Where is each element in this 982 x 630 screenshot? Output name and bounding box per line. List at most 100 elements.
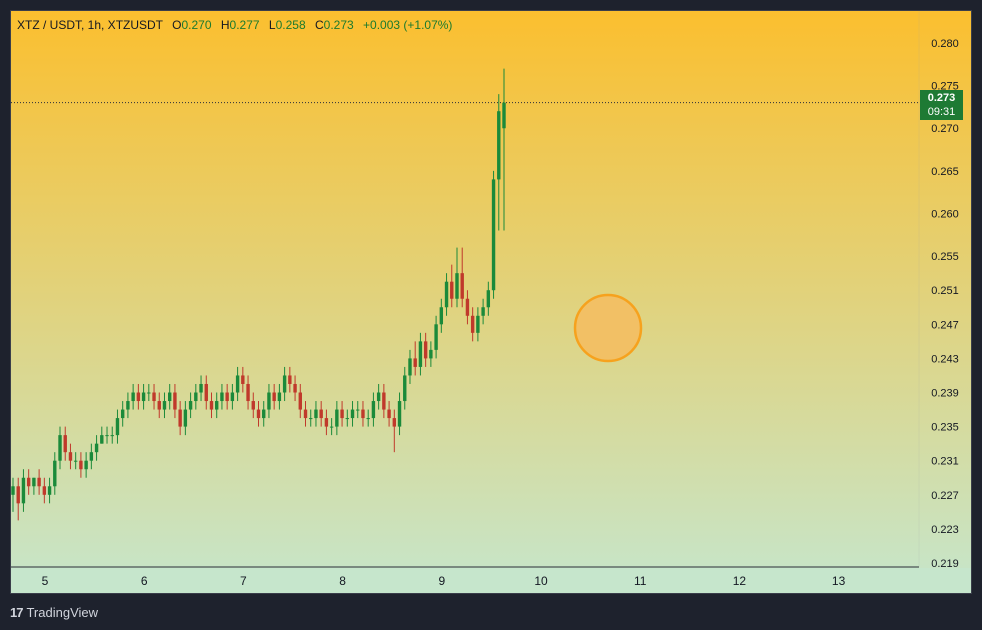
- candle: [267, 383, 271, 419]
- y-tick-label: 0.223: [931, 524, 959, 536]
- candle-body: [491, 179, 496, 291]
- candle-body: [47, 486, 52, 495]
- candle: [397, 392, 402, 436]
- candle: [345, 409, 349, 427]
- candle: [309, 409, 313, 427]
- last-price-value: 0.273: [927, 92, 956, 104]
- candle: [225, 383, 229, 410]
- candle-body: [356, 409, 360, 411]
- y-tick-label: 0.231: [931, 456, 959, 468]
- brand-name[interactable]: TradingView: [26, 604, 99, 620]
- candle-body: [408, 358, 412, 376]
- x-axis[interactable]: 5 6 7 8 9 10 11 12 13: [42, 574, 846, 588]
- candle: [58, 426, 62, 470]
- candle: [329, 418, 334, 436]
- x-tick-label: 5: [42, 574, 49, 588]
- x-tick-label: 7: [240, 574, 247, 588]
- candle-body: [465, 298, 470, 316]
- candle: [361, 401, 365, 427]
- candle: [413, 341, 417, 376]
- candle: [115, 409, 120, 444]
- candle-body: [79, 460, 83, 470]
- candle-body: [444, 281, 449, 308]
- candle: [465, 290, 470, 325]
- candle: [256, 401, 261, 427]
- candle-body: [115, 418, 120, 436]
- candle: [178, 401, 182, 436]
- x-tick-label: 13: [832, 574, 846, 588]
- high-label: H: [220, 18, 230, 32]
- candle: [460, 247, 464, 308]
- candle: [371, 392, 376, 427]
- low-label: L: [268, 18, 276, 32]
- candle: [350, 401, 355, 427]
- chart-panel[interactable]: 0.280 0.275 0.270 0.265 0.260 0.255 0.251 0.247…: [10, 10, 972, 594]
- candle-body: [173, 392, 177, 410]
- symbol-label[interactable]: XTZ / USDT, 1h, XTZUSDT: [17, 18, 163, 32]
- candle: [199, 375, 203, 402]
- candle: [204, 375, 208, 410]
- candle-body: [100, 435, 104, 444]
- candle-body: [423, 341, 428, 359]
- candle: [282, 366, 287, 402]
- candle: [147, 383, 151, 402]
- candle-body: [26, 477, 31, 487]
- candle: [11, 477, 15, 512]
- candle: [470, 307, 475, 342]
- x-tick-label: 10: [534, 574, 548, 588]
- candle: [157, 392, 161, 419]
- x-tick-label: 6: [141, 574, 148, 588]
- candle-body: [152, 392, 156, 402]
- candle: [408, 349, 412, 384]
- candle-body: [267, 392, 271, 410]
- candle: [120, 401, 125, 427]
- candle-body: [204, 383, 208, 402]
- candle-body: [94, 443, 99, 453]
- x-tick-label: 12: [733, 574, 747, 588]
- open-label: O: [172, 18, 182, 32]
- candle-body: [89, 452, 94, 461]
- candle-body: [298, 392, 302, 410]
- y-tick-label: 0.265: [931, 166, 959, 178]
- candle-body: [105, 435, 109, 437]
- candle-body: [131, 392, 135, 402]
- candle: [152, 383, 156, 410]
- y-tick-label: 0.275: [931, 81, 959, 93]
- candle: [79, 452, 83, 478]
- candle-body: [434, 324, 438, 350]
- candle: [340, 401, 344, 427]
- candle: [100, 426, 104, 444]
- candle: [486, 281, 491, 316]
- tradingview-logo-icon[interactable]: 17: [10, 604, 24, 620]
- candle: [314, 401, 318, 427]
- candle-body: [413, 358, 417, 367]
- candle: [162, 392, 167, 419]
- candle-body: [126, 401, 130, 410]
- candle: [73, 452, 78, 470]
- y-tick-label: 0.243: [931, 353, 959, 365]
- candle-body: [335, 409, 339, 427]
- y-tick-label: 0.255: [931, 251, 959, 263]
- candle: [382, 383, 386, 419]
- candle-body: [230, 392, 235, 402]
- candle-body: [397, 401, 402, 427]
- candle: [105, 426, 109, 444]
- candle: [94, 435, 99, 461]
- candle-body: [309, 418, 313, 420]
- last-price-tag: 0.273 09:31: [920, 90, 963, 120]
- candle: [21, 469, 26, 512]
- candle-body: [68, 452, 73, 461]
- candlestick-chart[interactable]: 0.280 0.275 0.270 0.265 0.260 0.255 0.251 0.247…: [11, 11, 971, 593]
- candle: [450, 264, 454, 308]
- candle: [356, 401, 360, 419]
- candle-body: [460, 273, 464, 299]
- y-axis[interactable]: 0.280 0.275 0.270 0.265 0.260 0.255 0.251 0.247…: [931, 38, 959, 570]
- candle-body: [16, 486, 20, 504]
- candle-body: [502, 102, 506, 129]
- candle-body: [141, 392, 146, 402]
- candle-body: [450, 281, 454, 299]
- candle: [136, 383, 141, 410]
- candle: [89, 443, 94, 470]
- candle: [293, 375, 297, 402]
- candle-countdown: 09:31: [927, 106, 956, 118]
